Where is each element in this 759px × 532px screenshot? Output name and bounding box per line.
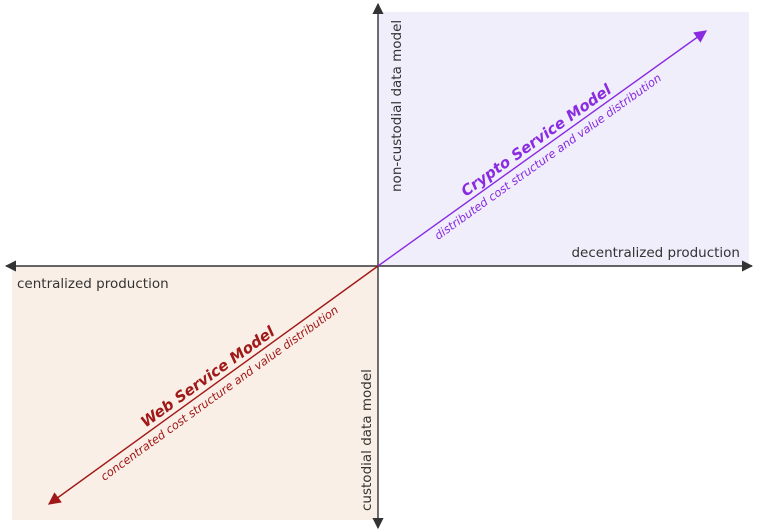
- custodial-data-model-label: custodial data model: [359, 369, 375, 511]
- crypto-model-arrow: [377, 30, 708, 267]
- decentralized-production-label: decentralized production: [571, 245, 740, 261]
- crypto-quadrant-background: [378, 12, 749, 266]
- centralized-production-label: centralized production: [17, 276, 169, 292]
- web-quadrant-background: [12, 266, 378, 520]
- non-custodial-data-model-label: non-custodial data model: [389, 20, 405, 192]
- web-model-arrow: [47, 265, 379, 505]
